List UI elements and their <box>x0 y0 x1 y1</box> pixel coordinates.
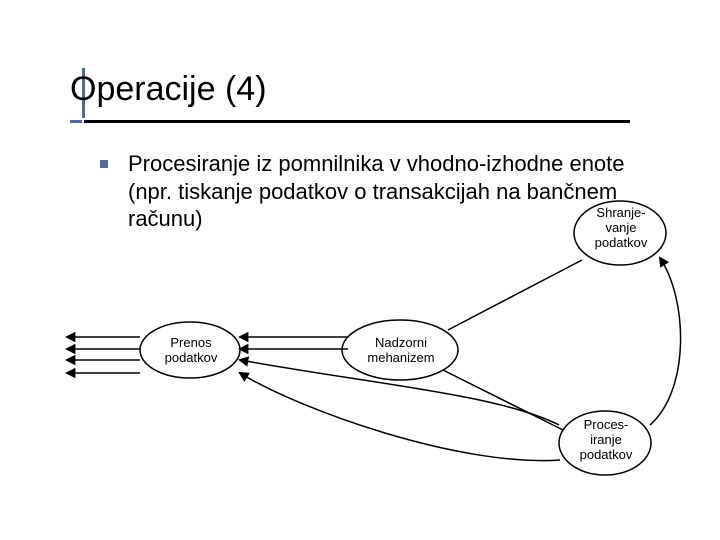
diagram-svg <box>0 0 720 540</box>
arrow-10 <box>650 258 681 425</box>
ellipses-group <box>140 201 666 475</box>
slide-root: Operacije (4) Procesiranje iz pomnilnika… <box>0 0 720 540</box>
ellipse-processing <box>559 411 651 475</box>
arrow-7 <box>443 370 563 430</box>
ellipse-storage <box>574 201 666 265</box>
ellipse-transfer <box>140 322 240 378</box>
arrow-8 <box>240 360 559 425</box>
arrow-6 <box>448 260 582 330</box>
arrows-group <box>67 258 681 461</box>
ellipse-control <box>342 320 458 380</box>
